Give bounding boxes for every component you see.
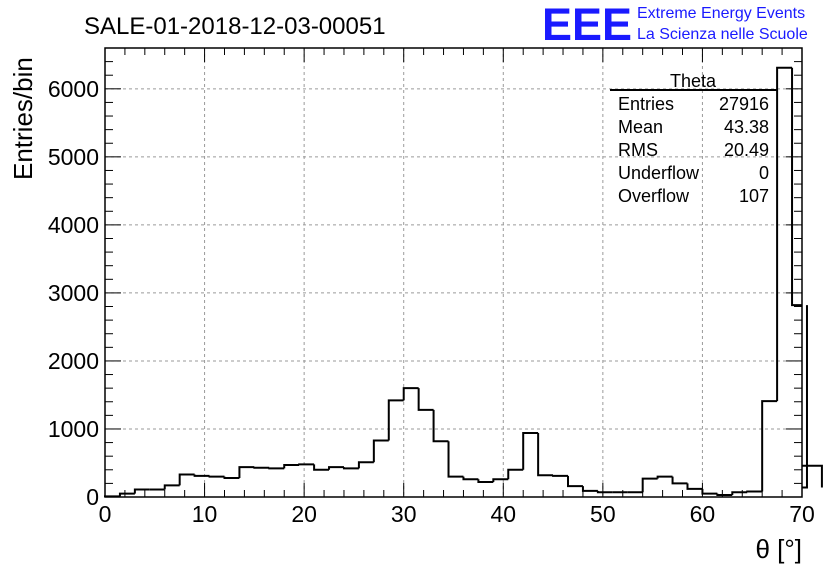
- histogram-bin: [238, 466, 255, 478]
- x-tick-label: 70: [789, 501, 815, 527]
- histogram-bin: [596, 490, 613, 494]
- stats-label-overflow: Overflow: [618, 186, 690, 206]
- histogram-bin: [447, 441, 464, 478]
- histogram-bin: [776, 66, 793, 402]
- logo-line2: La Scienza nelle Scuole: [637, 26, 808, 43]
- histogram-bin: [163, 484, 180, 490]
- y-tick-label: 4000: [48, 212, 99, 238]
- histogram-bin: [656, 475, 673, 479]
- histogram-bin: [402, 387, 419, 401]
- y-tick-label: 0: [86, 484, 99, 510]
- stats-value-mean: 43.38: [724, 117, 769, 137]
- stats-label-rms: RMS: [618, 140, 658, 160]
- x-tick-label: 20: [291, 501, 317, 527]
- histogram-bin: [387, 399, 404, 441]
- grid-lines: [105, 48, 802, 497]
- histogram-bin: [283, 464, 300, 469]
- stats-label-underflow: Underflow: [618, 163, 700, 183]
- stats-value-underflow: 0: [759, 163, 769, 183]
- y-tick-label: 1000: [48, 416, 99, 442]
- histogram-bin: [492, 478, 509, 483]
- histogram-bin: [802, 464, 823, 488]
- histogram-bin: [671, 476, 688, 485]
- histogram-bin: [178, 473, 195, 486]
- histogram-bin: [223, 476, 240, 479]
- histogram-bin: [432, 409, 449, 443]
- axes: 0 10 20 30 40 50 60 70 0 1000 2000 3000 4000 5000 6000: [48, 47, 815, 527]
- histogram-bin: [357, 461, 374, 469]
- x-axis-label: θ [°]: [755, 534, 802, 564]
- histogram-bin: [716, 493, 733, 496]
- y-tick-label: 2000: [48, 348, 99, 374]
- x-tick-label: 50: [590, 501, 616, 527]
- y-tick-label: 6000: [48, 76, 99, 102]
- y-tick-label: 5000: [48, 144, 99, 170]
- histogram-bin: [208, 475, 225, 478]
- histogram-bin: [193, 474, 210, 477]
- logo-line1: Extreme Energy Events: [637, 5, 805, 22]
- histogram-bin: [298, 463, 315, 466]
- stats-box-name: Theta: [670, 71, 717, 91]
- stats-box: Theta Entries 27916 Mean 43.38 RMS 20.49…: [610, 71, 778, 206]
- histogram-bin: [791, 67, 802, 307]
- run-title: SALE-01-2018-12-03-00051: [84, 13, 386, 40]
- logo-mark: EEE: [542, 0, 632, 50]
- histogram-bin: [522, 432, 539, 470]
- histogram-bin: [477, 479, 494, 484]
- y-axis-label: Entries/bin: [8, 57, 38, 180]
- stats-label-mean: Mean: [618, 117, 663, 137]
- histogram-bin: [253, 466, 270, 469]
- histogram-bin: [372, 439, 389, 463]
- plot-frame: [104, 47, 803, 498]
- histogram-bin: [342, 467, 359, 470]
- histogram-bin: [133, 488, 150, 494]
- histogram-bin: [552, 474, 569, 477]
- histogram-bin: [761, 400, 778, 492]
- y-tick-label: 3000: [48, 280, 99, 306]
- stats-value-rms: 20.49: [724, 140, 769, 160]
- histogram-bin: [462, 476, 479, 481]
- x-tick-label: 0: [99, 501, 112, 527]
- histogram-bin: [686, 483, 703, 490]
- histogram-bin: [417, 388, 434, 411]
- stats-value-overflow: 107: [739, 186, 769, 206]
- histogram-bin: [567, 475, 583, 488]
- histogram-bin: [268, 467, 285, 470]
- histogram-bin: [641, 477, 658, 493]
- histogram-bin: [537, 433, 554, 477]
- histogram-bin: [507, 468, 524, 480]
- x-tick-label: 10: [192, 501, 218, 527]
- x-tick-label: 60: [690, 501, 716, 527]
- x-tick-label: 40: [490, 501, 516, 527]
- eee-logo: EEE Extreme Energy Events La Scienza nel…: [542, 0, 808, 50]
- histogram-bars: [104, 66, 823, 498]
- stats-label-entries: Entries: [618, 94, 674, 114]
- stats-value-entries: 27916: [719, 94, 769, 114]
- x-tick-label: 30: [391, 501, 417, 527]
- histogram-bin: [746, 490, 763, 493]
- histogram-bin: [328, 466, 344, 470]
- histogram-bin: [802, 305, 808, 489]
- histogram-bin: [118, 492, 135, 497]
- histogram-bin: [313, 464, 330, 471]
